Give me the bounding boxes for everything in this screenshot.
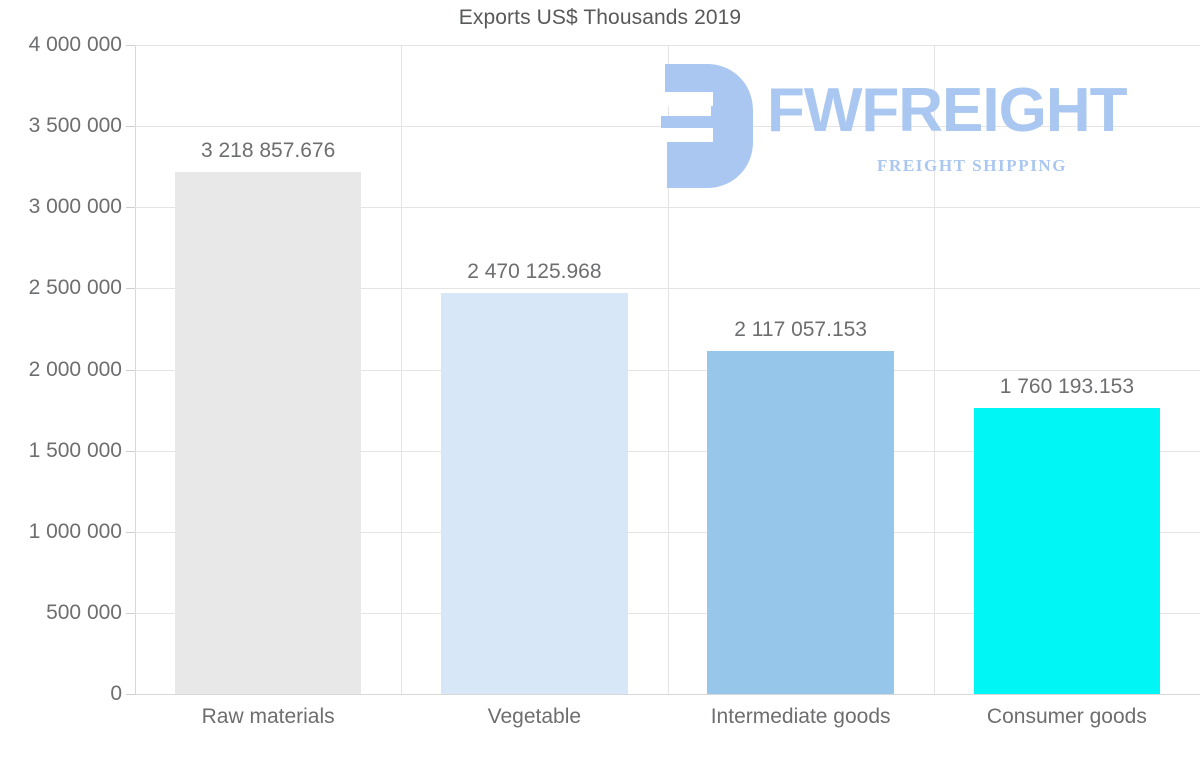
x-axis-baseline (135, 694, 1200, 695)
gridline-vertical (668, 45, 669, 694)
y-axis-tick-mark (126, 288, 135, 290)
bar[interactable] (174, 171, 362, 694)
y-axis-tick-mark (126, 126, 135, 128)
y-axis-tick-label: 1 000 000 (28, 519, 122, 543)
bar-value-label: 3 218 857.676 (200, 138, 336, 162)
x-axis-category-label: Vegetable (487, 705, 582, 728)
gridline-vertical (401, 45, 402, 694)
x-axis-category-label: Intermediate goods (710, 705, 891, 728)
y-axis-tick-label: 3 500 000 (28, 114, 122, 138)
y-axis-tick-label: 3 000 000 (28, 195, 122, 219)
y-axis-tick-label: 500 000 (46, 600, 122, 624)
y-axis-tick-mark (126, 369, 135, 371)
y-axis-tick-mark (126, 45, 135, 46)
gridline-horizontal (135, 207, 1200, 209)
gridline-horizontal (135, 531, 1200, 533)
y-axis-tick-mark (126, 531, 135, 533)
gridline-horizontal (135, 612, 1200, 614)
chart-title: Exports US$ Thousands 2019 (458, 6, 742, 29)
y-axis-tick-mark (126, 450, 135, 452)
x-axis-category-label: Consumer goods (986, 705, 1147, 728)
y-axis-tick-label: 1 500 000 (28, 438, 122, 462)
y-axis-tick-mark (126, 694, 135, 695)
bar-value-label: 2 470 125.968 (467, 260, 602, 284)
plot-area (135, 45, 1200, 695)
bar[interactable] (707, 350, 894, 694)
y-axis-tick-mark (126, 612, 135, 614)
bar-value-label: 2 117 057.153 (734, 317, 867, 341)
y-axis-tick-label: 2 500 000 (28, 276, 122, 300)
gridline-horizontal (135, 288, 1200, 290)
gridline-vertical (934, 45, 935, 694)
x-axis-category-label: Raw materials (201, 705, 335, 728)
gridline-horizontal (135, 450, 1200, 452)
y-axis-tick-mark (126, 207, 135, 209)
bar-value-label: 1 760 193.153 (999, 375, 1135, 399)
y-axis-tick-label: 2 000 000 (28, 357, 122, 381)
y-axis-tick-label: 0 (110, 682, 122, 705)
bar[interactable] (441, 293, 628, 694)
y-axis-tick-label: 4 000 000 (28, 33, 122, 56)
bar[interactable] (973, 408, 1161, 694)
gridline-horizontal (135, 45, 1200, 46)
gridline-horizontal (135, 369, 1200, 371)
